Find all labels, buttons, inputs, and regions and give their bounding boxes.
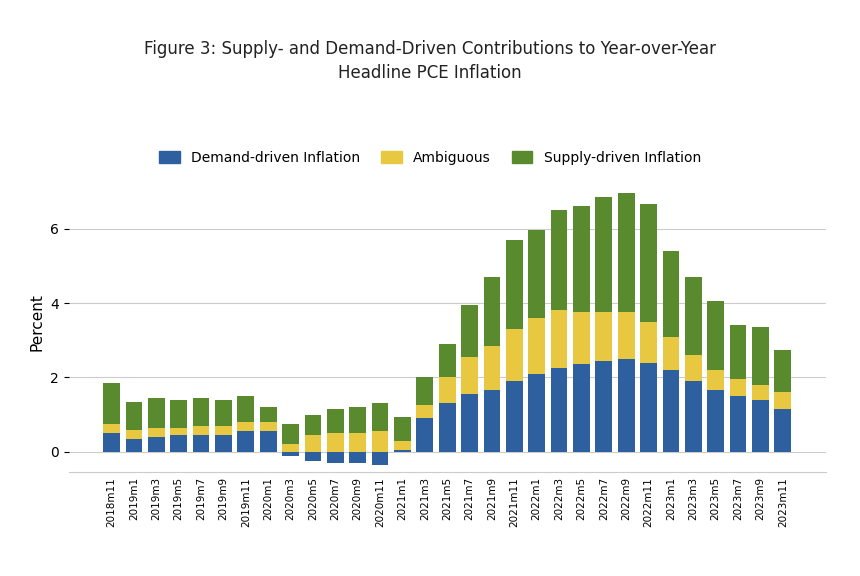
Bar — [148, 437, 165, 452]
Bar — [126, 439, 143, 452]
Bar — [774, 350, 791, 392]
Bar — [372, 452, 389, 465]
Bar — [126, 401, 143, 430]
Bar — [550, 210, 568, 310]
Bar — [193, 426, 210, 435]
Bar — [461, 394, 478, 452]
Bar — [148, 427, 165, 437]
Bar — [595, 197, 612, 312]
Y-axis label: Percent: Percent — [29, 294, 45, 351]
Bar — [685, 381, 702, 452]
Bar — [215, 400, 232, 426]
Bar — [170, 400, 187, 427]
Bar — [461, 357, 478, 394]
Bar — [260, 407, 277, 422]
Bar — [528, 374, 545, 452]
Bar — [573, 312, 590, 365]
Legend: Demand-driven Inflation, Ambiguous, Supply-driven Inflation: Demand-driven Inflation, Ambiguous, Supp… — [154, 145, 706, 170]
Bar — [260, 431, 277, 452]
Bar — [752, 400, 769, 452]
Bar — [483, 346, 501, 391]
Bar — [103, 424, 120, 433]
Bar — [439, 344, 456, 377]
Bar — [237, 422, 255, 431]
Bar — [327, 409, 344, 433]
Bar — [394, 416, 411, 441]
Bar — [685, 277, 702, 355]
Bar — [416, 406, 433, 418]
Bar — [662, 336, 679, 370]
Bar — [707, 370, 724, 391]
Bar — [573, 206, 590, 312]
Bar — [729, 396, 746, 452]
Bar — [617, 359, 635, 452]
Bar — [439, 403, 456, 452]
Bar — [729, 380, 746, 396]
Bar — [550, 368, 568, 452]
Bar — [193, 435, 210, 452]
Bar — [528, 318, 545, 374]
Bar — [193, 398, 210, 426]
Bar — [327, 433, 344, 452]
Bar — [394, 450, 411, 452]
Bar — [774, 409, 791, 452]
Bar — [595, 361, 612, 452]
Bar — [170, 427, 187, 435]
Bar — [416, 418, 433, 452]
Bar — [707, 391, 724, 452]
Bar — [640, 204, 657, 321]
Bar — [528, 230, 545, 318]
Bar — [260, 422, 277, 431]
Bar — [483, 277, 501, 346]
Bar — [774, 392, 791, 409]
Bar — [640, 321, 657, 362]
Bar — [215, 426, 232, 435]
Bar — [237, 396, 255, 422]
Bar — [304, 435, 322, 452]
Bar — [349, 407, 366, 433]
Bar — [729, 325, 746, 380]
Bar — [282, 424, 299, 445]
Bar — [662, 251, 679, 336]
Bar — [595, 312, 612, 361]
Bar — [304, 415, 322, 435]
Bar — [282, 452, 299, 456]
Bar — [349, 433, 366, 452]
Bar — [550, 310, 568, 368]
Bar — [103, 383, 120, 424]
Bar — [126, 430, 143, 439]
Bar — [506, 329, 523, 381]
Bar — [461, 305, 478, 357]
Bar — [506, 240, 523, 329]
Bar — [685, 355, 702, 381]
Bar — [752, 385, 769, 400]
Bar — [439, 377, 456, 403]
Bar — [506, 381, 523, 452]
Bar — [372, 431, 389, 452]
Bar — [148, 398, 165, 427]
Bar — [662, 370, 679, 452]
Bar — [573, 365, 590, 452]
Bar — [617, 194, 635, 312]
Bar — [617, 312, 635, 359]
Bar — [304, 452, 322, 461]
Bar — [170, 435, 187, 452]
Text: Figure 3: Supply- and Demand-Driven Contributions to Year-over-Year
Headline PCE: Figure 3: Supply- and Demand-Driven Cont… — [144, 40, 716, 82]
Bar — [327, 452, 344, 463]
Bar — [282, 445, 299, 452]
Bar — [349, 452, 366, 463]
Bar — [103, 433, 120, 452]
Bar — [707, 301, 724, 370]
Bar — [394, 441, 411, 450]
Bar — [640, 362, 657, 452]
Bar — [237, 431, 255, 452]
Bar — [483, 391, 501, 452]
Bar — [752, 327, 769, 385]
Bar — [215, 435, 232, 452]
Bar — [372, 403, 389, 431]
Bar — [416, 377, 433, 406]
